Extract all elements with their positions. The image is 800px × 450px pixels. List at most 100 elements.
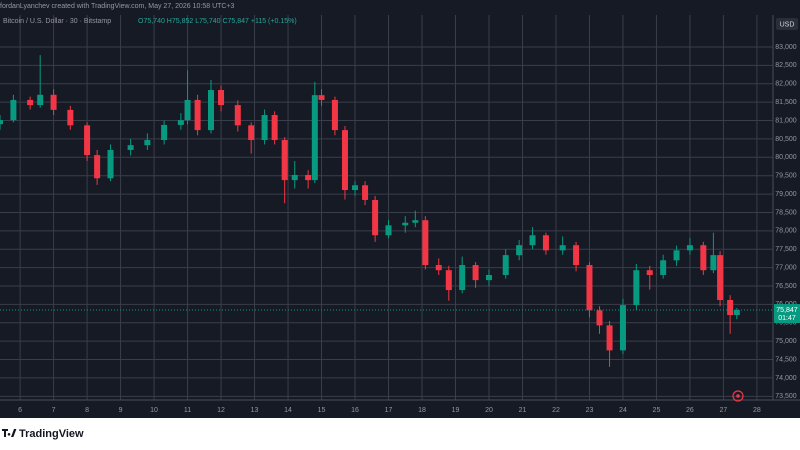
currency[interactable]: USD xyxy=(780,21,795,28)
alert-dot[interactable] xyxy=(736,394,740,398)
candles xyxy=(0,55,773,367)
candle-body xyxy=(516,245,523,256)
symbol: Bitcoin / U.S. Dollar · 30 · Bitstamp xyxy=(3,18,111,25)
candle-body xyxy=(0,120,3,125)
candle-body xyxy=(161,124,168,141)
candle-body xyxy=(50,94,57,110)
candle-body xyxy=(341,130,348,191)
y-tick-label: 74,500 xyxy=(775,356,797,363)
candle-body xyxy=(84,125,91,156)
candle-body xyxy=(94,155,101,179)
x-tick-label: 9 xyxy=(119,407,123,414)
x-tick-label: 26 xyxy=(686,407,694,414)
candle-body xyxy=(472,265,479,281)
candle-body xyxy=(37,94,44,106)
x-tick-label: 11 xyxy=(184,407,191,414)
x-tick-label: 12 xyxy=(217,407,225,414)
y-tick-label: 81,500 xyxy=(775,99,797,106)
y-tick-label: 80,500 xyxy=(775,136,797,143)
x-tick-label: 14 xyxy=(284,407,292,414)
brand-name: TradingView xyxy=(19,428,84,440)
currency-box[interactable] xyxy=(776,18,798,30)
candle-body xyxy=(208,90,215,131)
candle-body xyxy=(459,265,466,291)
x-tick-label: 7 xyxy=(52,407,56,414)
x-tick-label: 6 xyxy=(18,407,22,414)
brand-icon xyxy=(2,429,17,437)
candle-body xyxy=(107,149,114,179)
y-tick-label: 78,000 xyxy=(775,228,797,235)
candle-body xyxy=(710,255,717,271)
y-tick-label: 77,500 xyxy=(775,246,797,253)
candle-body xyxy=(271,115,278,141)
candle-body xyxy=(331,99,338,131)
y-tick-label: 75,000 xyxy=(775,338,797,345)
candle-body xyxy=(717,255,724,300)
x-tick-label: 21 xyxy=(519,407,527,414)
alert-circle[interactable] xyxy=(732,390,744,402)
price-axis xyxy=(773,15,800,418)
x-tick-label: 10 xyxy=(150,407,158,414)
x-tick-label: 22 xyxy=(552,407,560,414)
candle-body xyxy=(385,225,392,236)
y-tick-label: 79,500 xyxy=(775,173,797,180)
candle-body xyxy=(445,270,452,291)
countdown: 01:47 xyxy=(778,315,796,322)
y-tick-label: 74,000 xyxy=(775,375,797,382)
candle-body xyxy=(27,99,34,106)
y-tick-label: 76,500 xyxy=(775,283,797,290)
candle-body xyxy=(362,185,369,200)
candle-body xyxy=(542,235,549,251)
candle-body xyxy=(633,270,640,306)
candle-body xyxy=(218,90,225,106)
last-price-box xyxy=(774,304,800,324)
x-tick-label: 24 xyxy=(619,407,627,414)
candle-body xyxy=(673,250,680,261)
y-tick-label: 81,000 xyxy=(775,117,797,124)
candle-body xyxy=(422,220,429,266)
x-tick-label: 20 xyxy=(485,407,493,414)
candle-body xyxy=(402,222,409,226)
y-tick-label: 77,000 xyxy=(775,264,797,271)
x-tick-label: 17 xyxy=(385,407,393,414)
attribution: fordanLyanchev created with TradingView.… xyxy=(0,3,235,10)
y-tick-label: 83,000 xyxy=(775,44,797,51)
candle-body xyxy=(502,255,509,275)
candle-body xyxy=(144,140,151,146)
y-tick-label: 80,000 xyxy=(775,154,797,161)
chart-background xyxy=(0,0,800,418)
candle-body xyxy=(646,270,653,275)
alert-icon[interactable] xyxy=(732,390,744,402)
candle-body xyxy=(727,299,734,316)
candle-body xyxy=(660,260,667,275)
candle-body xyxy=(606,325,613,351)
candle-body xyxy=(559,245,566,251)
x-tick-label: 8 xyxy=(85,407,89,414)
x-tick-label: 18 xyxy=(418,407,426,414)
candle-body xyxy=(529,235,536,246)
candle-body xyxy=(234,105,241,126)
candle-body xyxy=(10,99,17,121)
x-tick-label: 15 xyxy=(318,407,326,414)
candle-body xyxy=(127,145,134,150)
candle-body xyxy=(318,95,325,100)
x-tick-label: 13 xyxy=(251,407,259,414)
x-tick-label: 25 xyxy=(653,407,661,414)
candle-body xyxy=(372,199,379,236)
candle-body xyxy=(435,265,442,271)
candle-body xyxy=(686,245,693,251)
candle-body xyxy=(311,95,318,181)
candle-body xyxy=(352,185,359,191)
y-tick-label: 78,500 xyxy=(775,209,797,216)
candle-body xyxy=(184,99,191,121)
candle-body xyxy=(248,125,255,141)
y-tick-label: 79,000 xyxy=(775,191,797,198)
y-tick-label: 82,500 xyxy=(775,62,797,69)
candle-body xyxy=(412,220,419,223)
x-tick-label: 16 xyxy=(351,407,359,414)
candle-body xyxy=(194,99,201,131)
x-tick-label: 19 xyxy=(452,407,460,414)
candle-body xyxy=(573,245,580,266)
